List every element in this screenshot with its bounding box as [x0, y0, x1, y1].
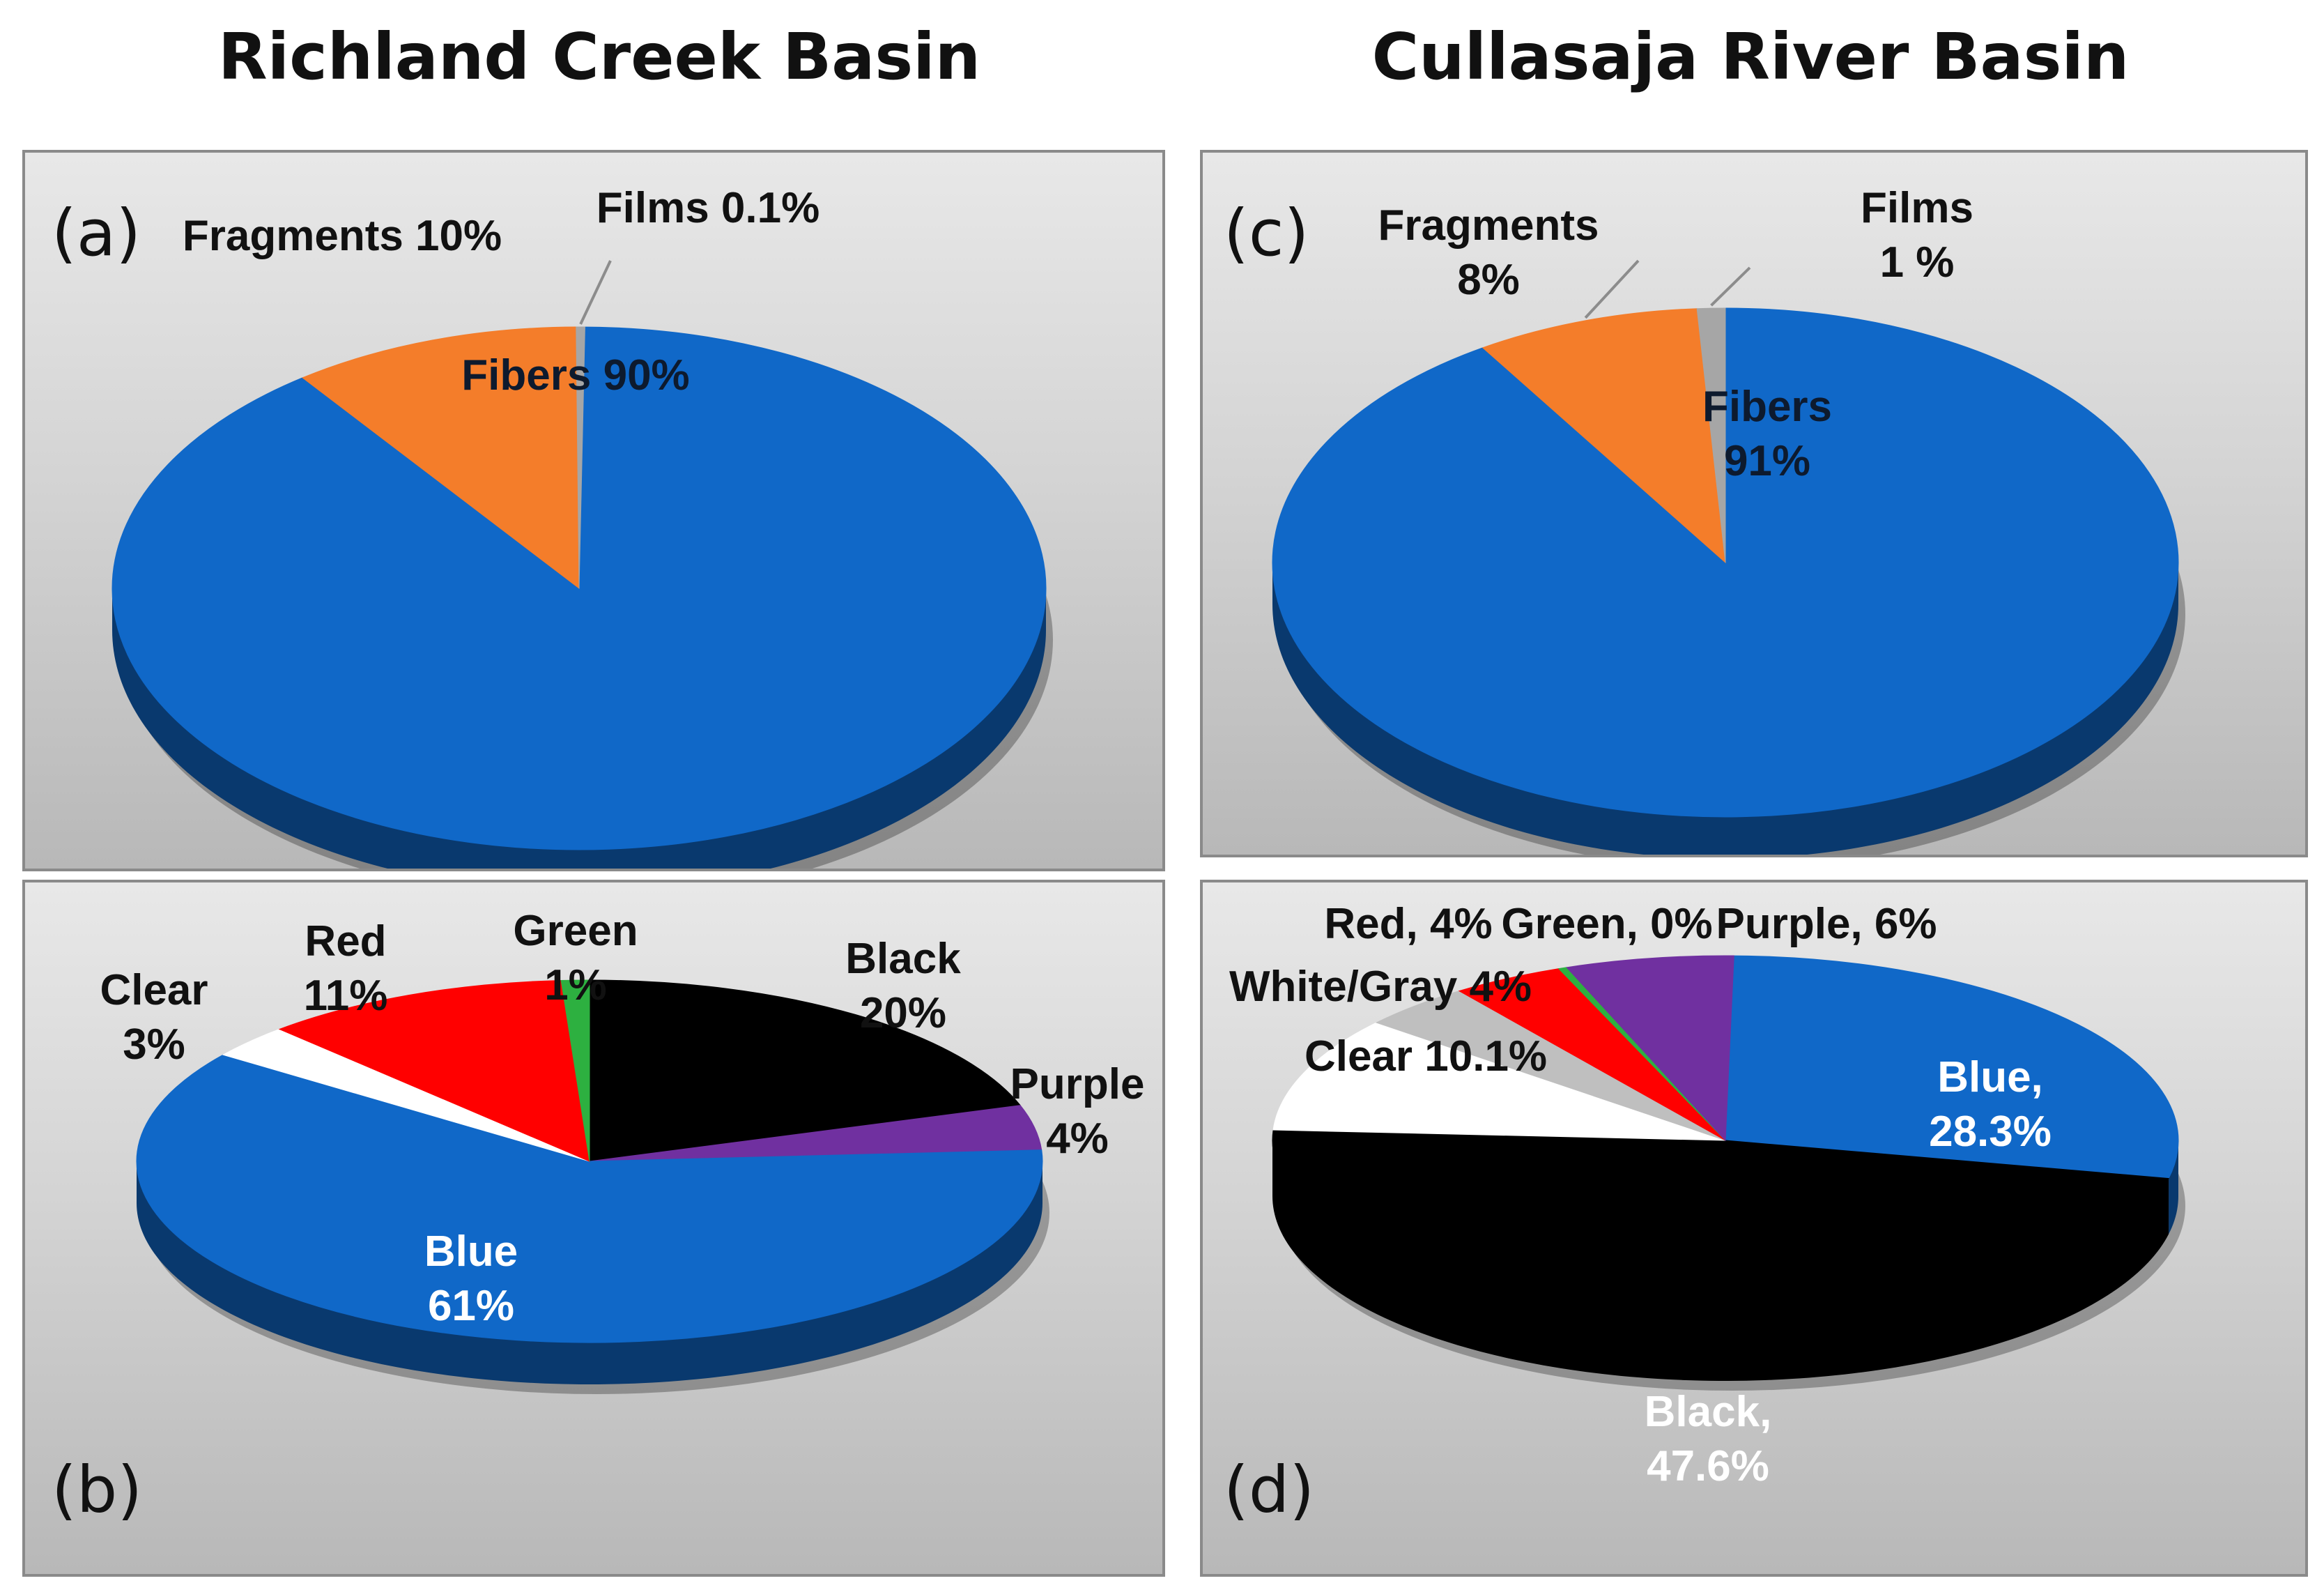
data-label-line: Clear 10.1% — [1305, 1032, 1547, 1080]
pie-slice-fragments — [302, 326, 580, 590]
data-label-line: Green — [513, 907, 638, 955]
data-label-purple: Purple 4% — [1010, 1060, 1145, 1163]
data-label-films: Films 1 % — [1861, 184, 1973, 286]
pie-chart-c: Fibers 91% Fragments 8% Films 1 % (c) — [1200, 150, 2308, 857]
pie-slice-clear — [1272, 1022, 1726, 1141]
pie-slice-blue — [136, 1054, 1043, 1343]
data-label-clear: Clear 3% — [100, 966, 208, 1069]
pie-side-blue — [137, 1161, 1042, 1384]
data-label-line: Black — [845, 935, 961, 983]
data-label-blue: Blue, 28.3% — [1929, 1053, 2052, 1156]
pie-chart-b: Black 20% Purple 4% Blue 61% Clear 3% Red 11% Gree… — [22, 880, 1165, 1577]
data-label-line: Red — [305, 917, 386, 965]
data-label-line: 47.6% — [1647, 1442, 1769, 1490]
data-label-line: Purple — [1010, 1060, 1145, 1108]
pie-slice-fragments — [1482, 308, 1726, 564]
data-label-line: 1% — [544, 961, 607, 1009]
data-label-line: Red, 4% — [1324, 900, 1492, 948]
pie-slice-red — [278, 980, 590, 1162]
pie-slice-purple — [1566, 955, 1734, 1142]
data-label-purple: Purple, 6% — [1716, 900, 1937, 948]
data-label-black: Black 20% — [845, 935, 961, 1037]
pie-svg-c: Fibers 91% Fragments 8% Films 1 % — [1272, 184, 2185, 855]
data-label-fragments: Fragments 10% — [183, 212, 502, 260]
data-label-blue: Blue 61% — [424, 1228, 518, 1330]
pie-slice-black — [589, 979, 1022, 1162]
data-label-white-gray: White/Gray 4% — [1229, 963, 1532, 1011]
panel-label-c: (c) — [1224, 196, 1309, 270]
data-label-line: 1 % — [1880, 238, 1955, 286]
data-label-red: Red 11% — [304, 917, 388, 1020]
data-label-line: Purple, 6% — [1716, 900, 1937, 948]
pie-chart-d: Blue, 28.3% Black, 47.6% Clear 10.1% White/Gr… — [1200, 880, 2308, 1577]
data-label-line: 3% — [123, 1020, 185, 1069]
data-label-line: Fibers — [1702, 383, 1832, 431]
data-label-line: 11% — [304, 972, 388, 1020]
panel-label-b: (b) — [52, 1453, 143, 1527]
data-label-line: Blue, — [1937, 1053, 2043, 1101]
data-label-line: 8% — [1457, 256, 1520, 304]
data-label-fibers: Fibers 91% — [1702, 383, 1832, 485]
leader-line — [579, 260, 612, 325]
data-label-line: 61% — [428, 1282, 514, 1330]
data-label-line: Films 0.1% — [597, 184, 819, 232]
pie-side-blue — [2169, 1140, 2178, 1234]
data-label-line: Fragments — [1378, 201, 1599, 250]
data-label-line: Films — [1861, 184, 1973, 232]
data-label-films: Films 0.1% — [597, 184, 819, 232]
data-label-line: Fibers 90% — [461, 351, 689, 399]
pie-slice-blue — [1725, 955, 2179, 1179]
panel-label-d: (d) — [1224, 1453, 1315, 1527]
data-label-black: Black, 47.6% — [1645, 1388, 1772, 1490]
data-label-line: Green, 0% — [1501, 900, 1712, 948]
data-label-line: Clear — [100, 966, 208, 1014]
pie-slice-black — [1272, 1129, 2169, 1326]
pie-svg-d: Blue, 28.3% Black, 47.6% Clear 10.1% White/Gr… — [1229, 900, 2185, 1490]
pie-svg-b: Black 20% Purple 4% Blue 61% Clear 3% Red 11% Gree… — [100, 907, 1145, 1394]
data-label-clear: Clear 10.1% — [1305, 1032, 1547, 1080]
data-label-line: White/Gray 4% — [1229, 963, 1532, 1011]
data-label-fragments: Fragments 8% — [1378, 201, 1599, 304]
data-label-red: Red, 4% — [1324, 900, 1492, 948]
pie-slice-films — [1696, 307, 1726, 563]
leader-line — [1584, 259, 1640, 319]
basin-title-cullasaja: Cullasaja River Basin — [1371, 20, 2130, 94]
pie-svg-a: Fibers 90% Fragments 10% Films 0.1% — [111, 184, 1053, 869]
basin-title-richland: Richland Creek Basin — [217, 20, 981, 94]
data-label-line: Black, — [1645, 1388, 1772, 1436]
pie-side-black — [1272, 1140, 2169, 1381]
data-label-line: 28.3% — [1929, 1108, 2052, 1156]
pie-slice-films — [576, 326, 585, 589]
data-label-line: 20% — [860, 989, 946, 1037]
pie-chart-a: Fibers 90% Fragments 10% Films 0.1% (a) — [22, 150, 1165, 871]
data-label-line: Blue — [424, 1228, 518, 1276]
leader-line — [1710, 266, 1751, 307]
pie-slice-green — [560, 979, 590, 1162]
panel-label-a: (a) — [52, 196, 141, 270]
data-label-line: 4% — [1046, 1115, 1109, 1163]
data-label-line: 91% — [1724, 437, 1810, 485]
data-label-fibers: Fibers 90% — [461, 351, 689, 399]
data-label-green: Green, 0% — [1501, 900, 1712, 948]
data-label-line: Fragments 10% — [183, 212, 502, 260]
data-label-green: Green 1% — [513, 907, 638, 1009]
